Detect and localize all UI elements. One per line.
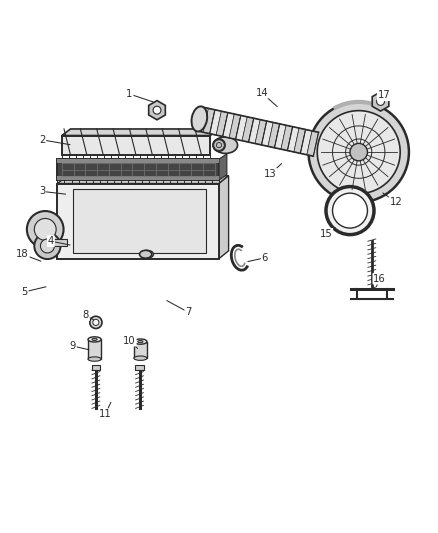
Polygon shape [62, 129, 219, 135]
FancyBboxPatch shape [134, 342, 147, 358]
Text: 7: 7 [185, 308, 191, 317]
Circle shape [34, 233, 60, 259]
Circle shape [34, 219, 56, 240]
Polygon shape [229, 114, 241, 139]
FancyBboxPatch shape [57, 159, 219, 164]
Circle shape [317, 111, 400, 193]
Text: 9: 9 [70, 341, 76, 351]
Circle shape [153, 106, 161, 114]
FancyBboxPatch shape [57, 159, 219, 180]
Text: 15: 15 [320, 229, 332, 239]
Polygon shape [255, 119, 267, 145]
Circle shape [308, 102, 409, 203]
Text: 2: 2 [39, 135, 46, 145]
Polygon shape [57, 176, 229, 183]
Circle shape [332, 193, 367, 228]
Polygon shape [249, 118, 260, 143]
Text: 17: 17 [378, 91, 390, 100]
Polygon shape [307, 131, 318, 156]
Circle shape [350, 143, 367, 161]
Circle shape [40, 239, 54, 253]
Text: 6: 6 [261, 253, 268, 263]
FancyBboxPatch shape [57, 176, 219, 180]
Polygon shape [261, 121, 273, 147]
Polygon shape [300, 130, 312, 155]
Polygon shape [216, 111, 228, 136]
Ellipse shape [214, 137, 237, 154]
Text: 1: 1 [126, 89, 133, 99]
Ellipse shape [88, 357, 101, 361]
Ellipse shape [92, 338, 97, 341]
Ellipse shape [140, 251, 152, 258]
Ellipse shape [141, 251, 153, 258]
Polygon shape [219, 176, 229, 259]
Polygon shape [62, 135, 210, 155]
Text: 4: 4 [48, 236, 54, 246]
Polygon shape [236, 116, 247, 141]
Polygon shape [57, 183, 219, 259]
Text: 8: 8 [83, 310, 89, 320]
Text: 5: 5 [21, 287, 28, 297]
Ellipse shape [213, 139, 225, 151]
Circle shape [377, 98, 385, 106]
Polygon shape [287, 127, 299, 152]
Text: 18: 18 [16, 249, 29, 259]
Polygon shape [223, 112, 234, 138]
Ellipse shape [191, 107, 207, 132]
Text: 11: 11 [99, 409, 112, 419]
Ellipse shape [134, 339, 147, 344]
Ellipse shape [138, 341, 143, 343]
Text: 14: 14 [255, 88, 268, 98]
Polygon shape [203, 108, 215, 134]
Text: 16: 16 [373, 274, 386, 284]
Polygon shape [242, 117, 254, 142]
Text: 13: 13 [264, 169, 277, 179]
Polygon shape [294, 128, 306, 154]
Polygon shape [281, 125, 293, 150]
FancyBboxPatch shape [92, 365, 100, 370]
Polygon shape [219, 154, 227, 180]
FancyBboxPatch shape [88, 340, 101, 359]
Text: 10: 10 [123, 336, 136, 346]
Polygon shape [197, 107, 208, 132]
Polygon shape [268, 123, 280, 148]
Ellipse shape [134, 356, 147, 360]
Text: 3: 3 [39, 187, 45, 196]
Polygon shape [210, 110, 221, 135]
Circle shape [90, 316, 102, 328]
Circle shape [93, 319, 99, 326]
FancyBboxPatch shape [73, 189, 206, 253]
Polygon shape [275, 124, 286, 149]
FancyBboxPatch shape [135, 365, 144, 370]
Text: 12: 12 [389, 197, 402, 207]
Ellipse shape [88, 337, 101, 342]
Circle shape [326, 187, 374, 235]
Circle shape [27, 211, 64, 248]
FancyBboxPatch shape [47, 239, 67, 246]
